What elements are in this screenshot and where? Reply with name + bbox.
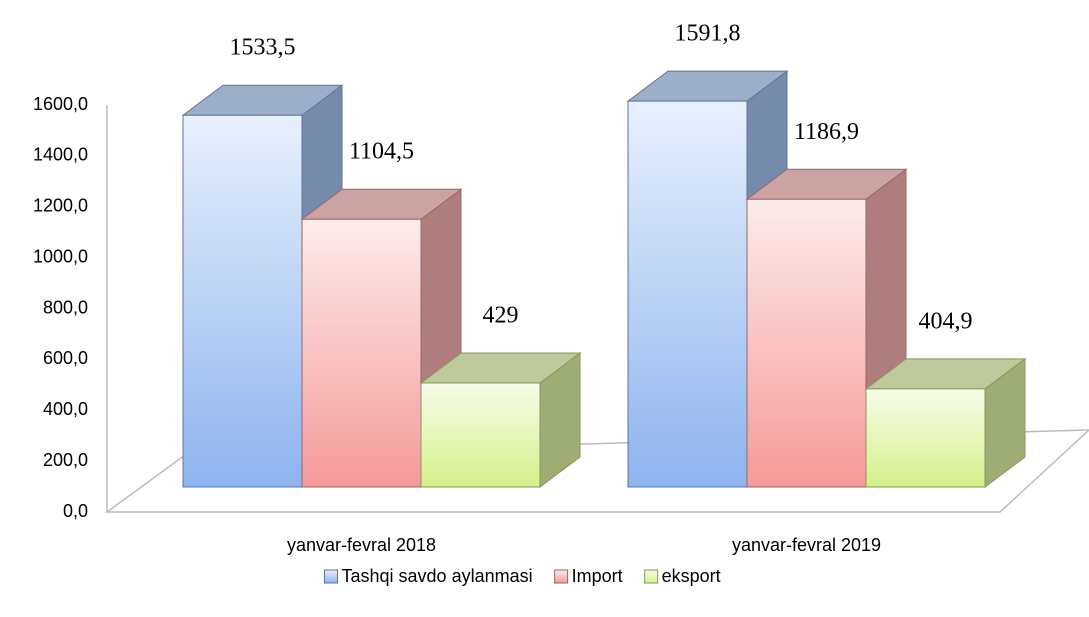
x-tick-label: yanvar-fevral 2018 xyxy=(287,535,436,555)
y-tick-label: 200,0 xyxy=(43,450,88,470)
bar xyxy=(420,382,541,488)
y-tick-label: 400,0 xyxy=(43,399,88,419)
value-label: 1533,5 xyxy=(230,35,296,61)
legend-swatch xyxy=(324,569,338,584)
y-tick-label: 1000,0 xyxy=(33,246,88,266)
value-label: 1104,5 xyxy=(349,139,414,165)
bar xyxy=(627,100,748,488)
y-tick-label: 0,0 xyxy=(63,501,88,521)
value-label: 1186,9 xyxy=(794,119,859,145)
x-tick-label: yanvar-fevral 2019 xyxy=(732,535,881,555)
y-tick-label: 1200,0 xyxy=(33,196,88,216)
bar xyxy=(865,388,986,488)
legend-label: Tashqi savdo aylanmasi xyxy=(342,566,533,586)
legend-swatch xyxy=(554,569,569,584)
bar xyxy=(182,114,303,488)
y-tick-label: 1600,0 xyxy=(33,94,88,114)
legend-swatch xyxy=(644,569,659,584)
bar xyxy=(301,218,422,488)
value-label: 404,9 xyxy=(919,308,973,334)
value-label: 1591,8 xyxy=(675,21,741,47)
legend-label: eksport xyxy=(662,566,721,586)
value-label: 429 xyxy=(483,303,519,329)
y-tick-label: 800,0 xyxy=(43,297,88,317)
y-tick-label: 600,0 xyxy=(43,348,88,368)
legend-label: Import xyxy=(572,566,623,586)
y-tick-label: 1400,0 xyxy=(33,145,88,165)
bar xyxy=(746,198,867,488)
